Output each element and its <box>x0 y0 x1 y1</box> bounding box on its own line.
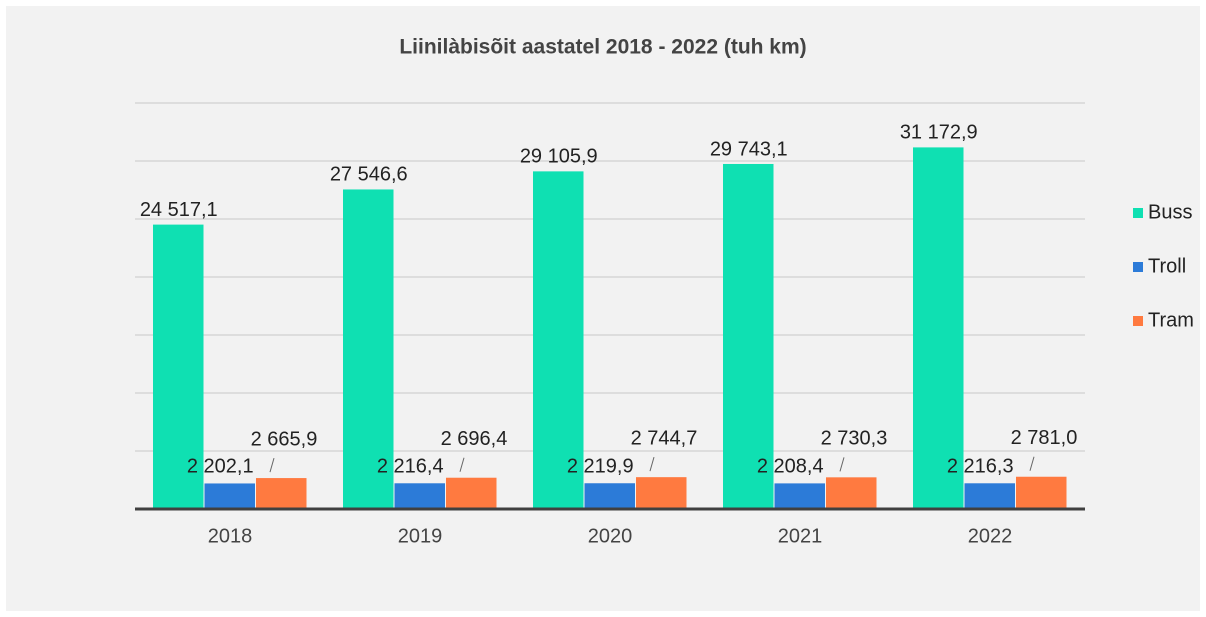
x-tick-label: 2018 <box>208 525 253 547</box>
x-tick-label: 2021 <box>778 525 823 547</box>
x-tick-label: 2022 <box>968 525 1013 547</box>
bar <box>343 189 394 509</box>
chart-title: Liinilàbisõit aastatel 2018 - 2022 (tuh … <box>399 36 806 59</box>
leader-line <box>1029 456 1035 471</box>
leader-line <box>839 457 845 472</box>
legend-label: Troll <box>1148 255 1186 277</box>
data-label: 29 743,1 <box>710 138 788 160</box>
leader-line <box>459 457 465 472</box>
data-label: 2 208,4 <box>757 456 824 478</box>
leader-line <box>649 457 655 472</box>
bar <box>913 147 964 510</box>
data-label: 2 216,3 <box>947 456 1014 478</box>
legend-label: Buss <box>1148 201 1192 223</box>
legend-swatch <box>1133 262 1143 272</box>
legend-label: Tram <box>1148 309 1194 331</box>
bar <box>153 224 204 510</box>
data-label: 2 219,9 <box>567 456 634 478</box>
legend-swatch <box>1133 208 1143 218</box>
bar <box>394 483 445 509</box>
data-label: 24 517,1 <box>140 199 218 221</box>
bar <box>723 163 774 509</box>
bar <box>1016 476 1067 509</box>
bar <box>533 171 584 509</box>
bar <box>584 483 635 509</box>
leader-line <box>269 457 275 473</box>
x-tick-label: 2020 <box>588 525 633 547</box>
data-label: 2 665,9 <box>251 428 318 450</box>
data-label: 2 696,4 <box>441 428 508 450</box>
bar <box>204 483 255 509</box>
x-tick-label: 2019 <box>398 525 443 547</box>
bar <box>446 477 497 509</box>
legend-swatch <box>1133 316 1143 326</box>
data-label: 2 216,4 <box>377 456 444 478</box>
data-label: 2 781,0 <box>1011 427 1078 449</box>
bar <box>256 478 307 509</box>
bar <box>636 477 687 509</box>
bar <box>826 477 877 509</box>
data-label: 2 730,3 <box>821 428 888 450</box>
data-label: 27 546,6 <box>330 164 408 186</box>
data-label: 29 105,9 <box>520 146 598 168</box>
data-label: 2 202,1 <box>187 456 254 478</box>
bar <box>964 483 1015 509</box>
bar <box>774 483 825 509</box>
data-label: 31 172,9 <box>900 122 978 144</box>
data-label: 2 744,7 <box>631 427 698 449</box>
